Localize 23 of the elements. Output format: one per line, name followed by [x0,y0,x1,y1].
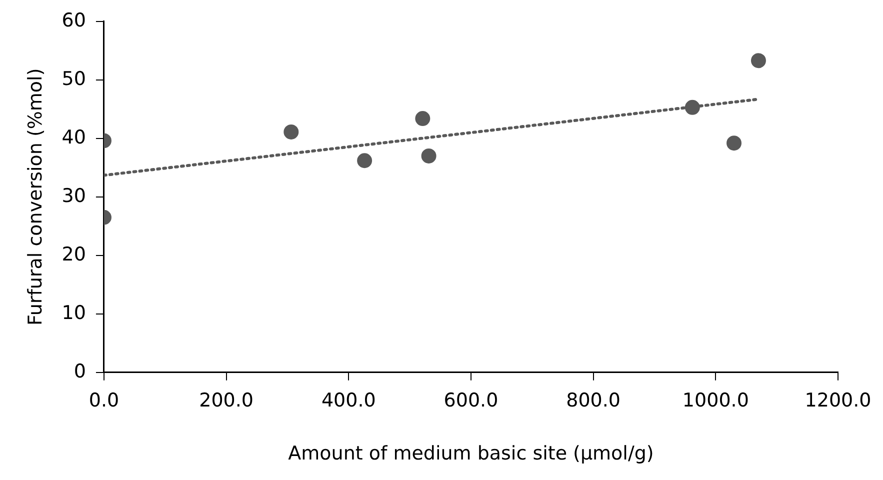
x-tick-label: 600.0 [444,390,498,412]
x-axis-title: Amount of medium basic site (µmol/g) [288,442,654,465]
point [750,53,766,68]
point [415,111,430,126]
y-tick-label: 20 [62,243,86,266]
y-tick-label: 50 [62,68,86,90]
x-tick-label: 200.0 [199,390,254,412]
y-tick-label: 30 [62,184,86,207]
point [726,136,742,151]
x-tick-label: 1000.0 [682,390,749,412]
x-tick-label: 800.0 [566,390,621,412]
y-tick-label: 60 [62,9,86,32]
point [357,153,372,168]
y-tick-label: 10 [62,302,86,324]
y-tick-label: 40 [62,126,86,148]
y-tick-label: 0 [74,360,86,382]
point [421,148,436,164]
point [684,100,700,115]
y-axis-title: Furfural conversion (%mol) [24,68,46,326]
point [284,124,299,140]
x-tick-label: 1200.0 [804,390,872,412]
x-tick-label: 0.0 [88,390,120,412]
x-tick-label: 400.0 [321,390,376,412]
